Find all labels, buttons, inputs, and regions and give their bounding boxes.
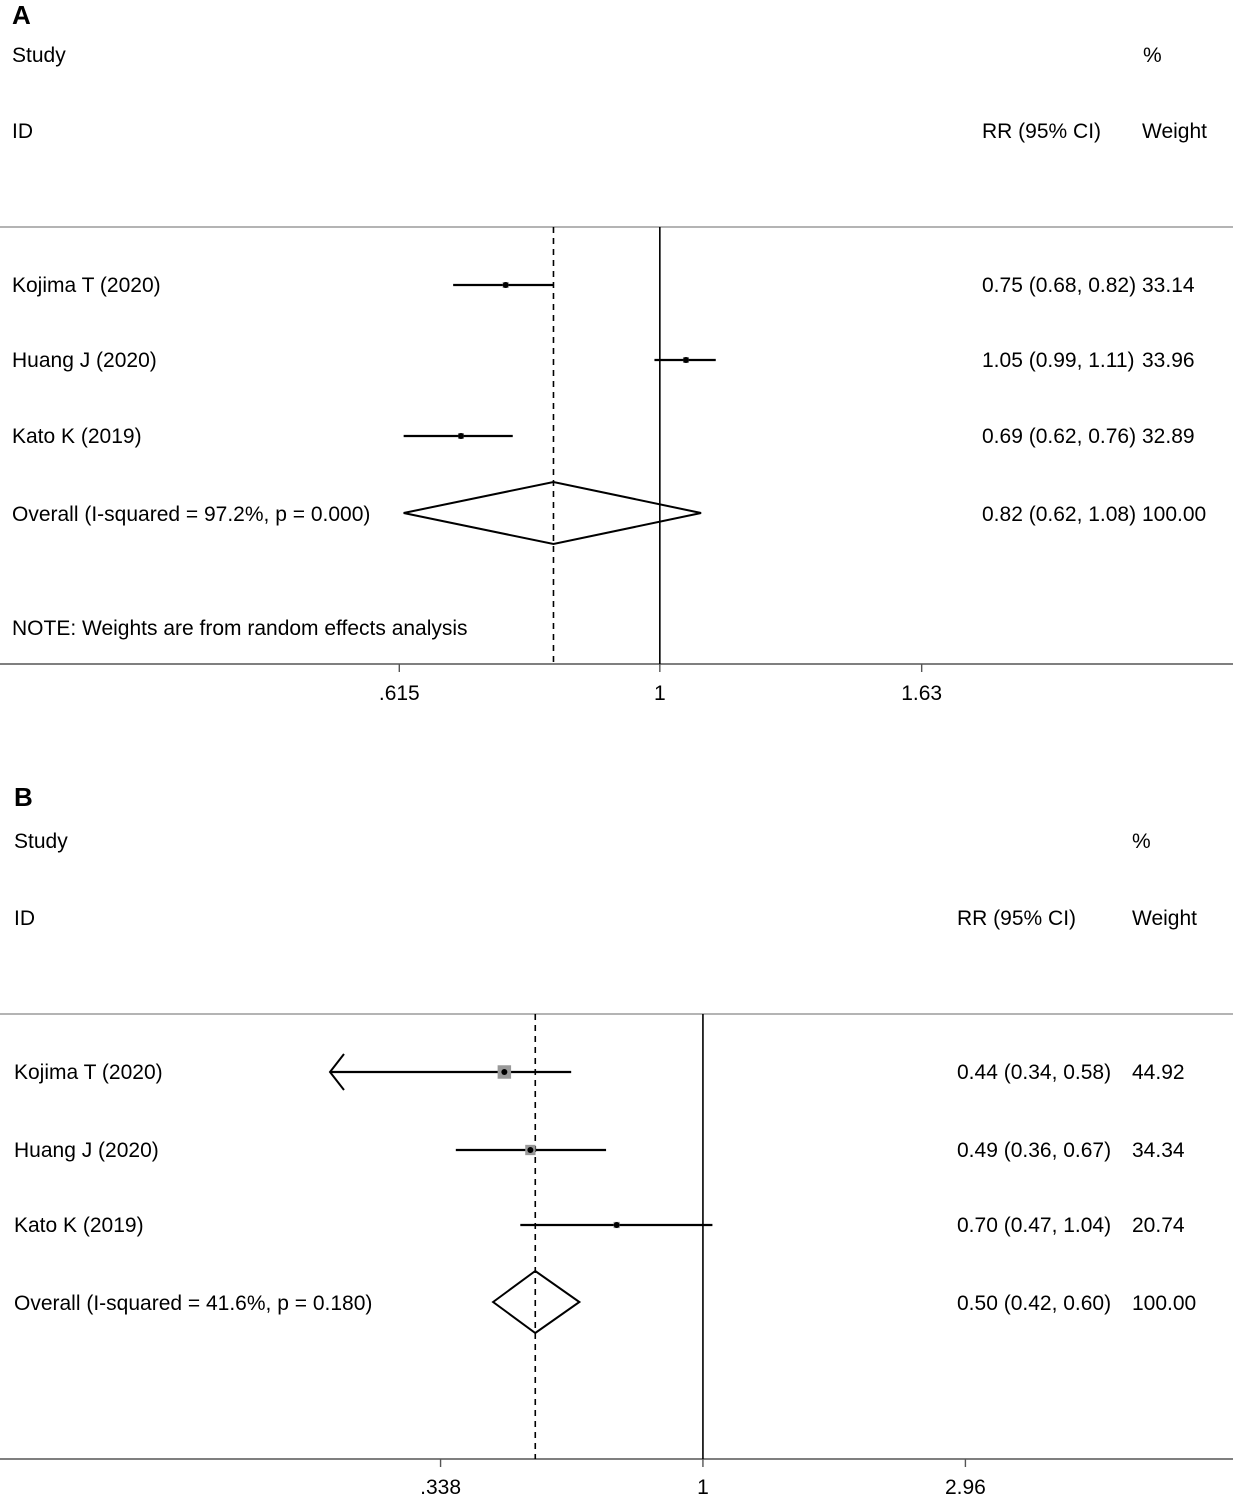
overall-rr-ci: 0.50 (0.42, 0.60) [957,1292,1111,1315]
x-tick-label: 1 [654,682,666,705]
x-tick-label: 1.63 [901,682,942,705]
panel-letter-a: A [12,0,31,30]
study-rr-ci: 0.49 (0.36, 0.67) [957,1139,1111,1162]
overall-weight: 100.00 [1142,503,1206,526]
study-label: Kato K (2019) [14,1214,144,1237]
study-rr-ci: 0.69 (0.62, 0.76) [982,425,1136,448]
study-point-estimate [457,433,464,439]
forest-panel-b: Study ID% RR (95% CI) Weight .338 1 2.96 Kojima… [0,830,1233,1499]
x-tick-label: .615 [379,682,420,705]
study-label: Kojima T (2020) [12,274,161,297]
overall-label: Overall (I-squared = 41.6%, p = 0.180) [14,1292,372,1315]
x-tick-label: 1 [697,1476,709,1499]
study-weight: 44.92 [1132,1061,1185,1084]
study-rr-ci: 0.44 (0.34, 0.58) [957,1061,1111,1084]
study-label: Huang J (2020) [14,1139,159,1162]
header-id: ID [14,907,35,930]
study-point-estimate [682,357,689,363]
study-point-estimate [527,1147,534,1153]
header-weight: Weight [1142,120,1207,143]
header-percent: % [1132,830,1151,853]
header-percent: % [1143,44,1162,67]
study-weight: 32.89 [1142,425,1195,448]
header-rr-ci: RR (95% CI) [957,907,1076,930]
overall-diamond [491,1269,582,1335]
study-label: Kato K (2019) [12,425,142,448]
forest-panel-a: Study ID% RR (95% CI) Weight .615 1 1.63 Kojima… [0,44,1233,705]
study-rr-ci: 0.70 (0.47, 1.04) [957,1214,1111,1237]
overall-rr-ci: 0.82 (0.62, 1.08) [982,503,1136,526]
header-study: Study [14,830,68,853]
study-weight: 34.34 [1132,1139,1185,1162]
overall-weight: 100.00 [1132,1292,1196,1315]
header-rr-ci: RR (95% CI) [982,120,1101,143]
weights-note: NOTE: Weights are from random effects an… [12,617,468,640]
study-weight: 33.14 [1142,274,1195,297]
header-id: ID [12,120,33,143]
study-point-estimate [502,282,509,288]
study-rr-ci: 1.05 (0.99, 1.11) [982,349,1135,372]
study-weight: 33.96 [1142,349,1195,372]
study-rr-ci: 0.75 (0.68, 0.82) [982,274,1136,297]
study-label: Kojima T (2020) [14,1061,163,1084]
header-study: Study [12,44,66,67]
study-weight: 20.74 [1132,1214,1185,1237]
header-weight: Weight [1132,907,1197,930]
panel-letter-b: B [14,782,33,812]
x-tick-label: 2.96 [945,1476,986,1499]
x-tick-label: .338 [420,1476,461,1499]
overall-diamond [403,480,702,546]
study-point-estimate [613,1222,620,1228]
study-point-estimate [501,1069,508,1075]
overall-label: Overall (I-squared = 97.2%, p = 0.000) [12,503,370,526]
study-label: Huang J (2020) [12,349,157,372]
